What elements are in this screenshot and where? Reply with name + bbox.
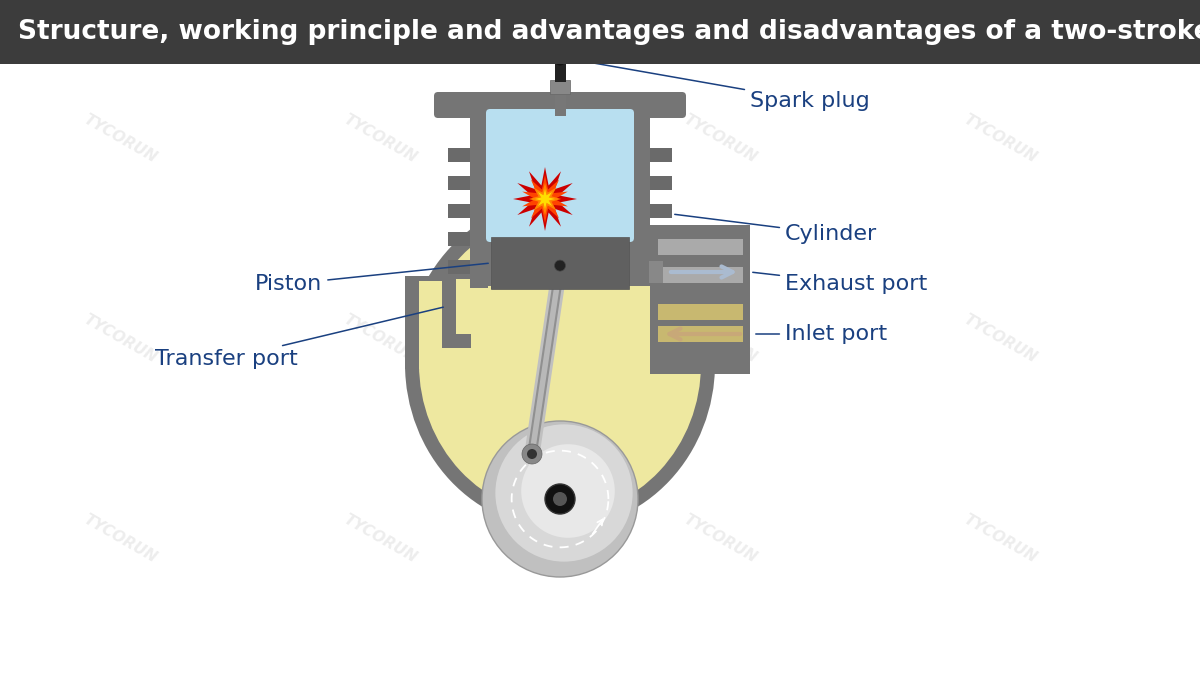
Text: Structure, working principle and advantages and disadvantages of a two-stroke en: Structure, working principle and advanta…: [18, 19, 1200, 45]
Text: TYCORUN: TYCORUN: [80, 312, 160, 366]
Bar: [470, 114, 488, 288]
FancyBboxPatch shape: [434, 92, 686, 118]
Circle shape: [496, 424, 632, 562]
Circle shape: [545, 484, 575, 514]
Circle shape: [554, 260, 565, 271]
Polygon shape: [512, 167, 577, 231]
Text: TYCORUN: TYCORUN: [961, 112, 1039, 166]
Bar: [650, 294, 750, 374]
Bar: [554, 60, 565, 82]
Text: TYCORUN: TYCORUN: [680, 112, 760, 166]
Bar: [442, 265, 470, 348]
Polygon shape: [522, 175, 568, 223]
Ellipse shape: [406, 199, 715, 529]
Text: TYCORUN: TYCORUN: [961, 512, 1039, 566]
Polygon shape: [529, 183, 562, 215]
Bar: [658, 267, 743, 283]
Ellipse shape: [419, 213, 701, 515]
Bar: [550, 80, 570, 94]
Bar: [650, 225, 750, 319]
Circle shape: [554, 54, 565, 65]
Text: Spark plug: Spark plug: [568, 59, 870, 111]
Bar: [658, 239, 743, 255]
Text: TYCORUN: TYCORUN: [341, 312, 419, 366]
Bar: [448, 260, 470, 274]
Circle shape: [527, 449, 536, 459]
FancyBboxPatch shape: [406, 276, 715, 369]
Text: TYCORUN: TYCORUN: [341, 512, 419, 566]
Circle shape: [553, 492, 568, 506]
Bar: [0, 0, 1200, 64]
Text: TYCORUN: TYCORUN: [680, 512, 760, 566]
Text: Piston: Piston: [254, 263, 488, 294]
Text: Inlet port: Inlet port: [756, 324, 887, 344]
Bar: [650, 148, 672, 162]
Polygon shape: [535, 189, 554, 209]
Text: Transfer port: Transfer port: [155, 307, 443, 369]
FancyBboxPatch shape: [486, 109, 634, 242]
Bar: [650, 204, 672, 218]
Text: TYCORUN: TYCORUN: [80, 112, 160, 166]
Text: Exhaust port: Exhaust port: [752, 272, 928, 294]
Bar: [448, 232, 470, 246]
Bar: [658, 326, 743, 342]
Bar: [491, 237, 629, 289]
Bar: [470, 114, 650, 286]
Bar: [650, 176, 672, 190]
Bar: [649, 261, 662, 283]
Bar: [448, 204, 470, 218]
Circle shape: [482, 421, 638, 577]
Text: TYCORUN: TYCORUN: [961, 312, 1039, 366]
Circle shape: [522, 444, 542, 464]
Text: Cylinder: Cylinder: [674, 214, 877, 244]
Bar: [491, 284, 629, 289]
Text: TYCORUN: TYCORUN: [80, 512, 160, 566]
Circle shape: [521, 444, 614, 538]
Bar: [456, 279, 470, 334]
Bar: [650, 232, 672, 246]
Bar: [448, 148, 470, 162]
Text: TYCORUN: TYCORUN: [341, 112, 419, 166]
Bar: [419, 281, 701, 369]
Bar: [650, 260, 672, 274]
Bar: [658, 304, 743, 320]
Text: TYCORUN: TYCORUN: [680, 312, 760, 366]
Bar: [448, 176, 470, 190]
Bar: [554, 94, 565, 116]
